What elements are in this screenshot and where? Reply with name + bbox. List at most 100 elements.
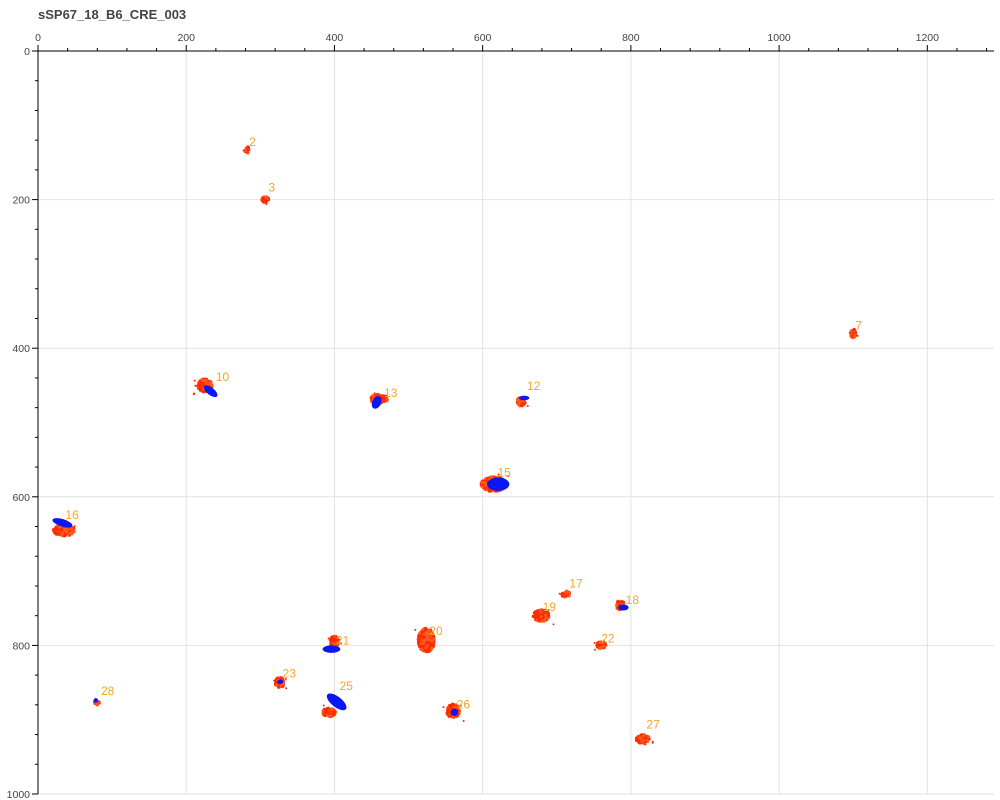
y-tick-label: 1000 bbox=[7, 789, 31, 800]
data-point bbox=[517, 400, 521, 404]
cell-16-ellipse bbox=[52, 518, 73, 528]
data-point bbox=[61, 531, 65, 535]
data-point bbox=[567, 593, 570, 596]
data-point bbox=[429, 641, 433, 646]
data-point bbox=[537, 618, 541, 622]
data-point bbox=[560, 592, 564, 596]
data-point bbox=[417, 644, 422, 648]
data-point bbox=[449, 706, 453, 710]
data-point bbox=[335, 640, 339, 645]
cell-15-ellipse bbox=[487, 477, 510, 491]
data-point bbox=[279, 676, 283, 680]
cell-label-10: 10 bbox=[216, 370, 230, 384]
data-point bbox=[546, 611, 550, 616]
cell-label-16: 16 bbox=[65, 508, 79, 522]
cell-27-points bbox=[634, 733, 654, 746]
data-point bbox=[339, 642, 342, 645]
data-point bbox=[422, 632, 426, 636]
cell-label-18: 18 bbox=[626, 593, 640, 607]
data-point bbox=[198, 387, 202, 391]
data-point bbox=[285, 687, 288, 690]
cell-13-ellipse bbox=[371, 396, 382, 409]
cell-label-13: 13 bbox=[384, 386, 398, 400]
data-point bbox=[605, 644, 608, 647]
x-tick-label: 1000 bbox=[767, 32, 791, 44]
cell-3-points bbox=[260, 195, 271, 206]
cell-23-points bbox=[273, 676, 288, 690]
data-point bbox=[381, 397, 385, 401]
data-point bbox=[431, 635, 434, 638]
data-point bbox=[373, 392, 376, 395]
data-point bbox=[614, 603, 619, 607]
data-point bbox=[422, 635, 426, 639]
data-point bbox=[423, 628, 427, 632]
cell-label-28: 28 bbox=[101, 684, 115, 698]
data-point bbox=[208, 381, 212, 386]
data-point bbox=[275, 683, 279, 687]
y-tick-label: 400 bbox=[12, 343, 30, 355]
data-point bbox=[616, 599, 619, 602]
data-point bbox=[324, 710, 328, 714]
cell-2-points bbox=[242, 145, 251, 155]
data-point bbox=[536, 616, 540, 620]
data-point bbox=[385, 397, 389, 402]
data-point bbox=[442, 706, 445, 709]
data-point bbox=[193, 392, 196, 395]
data-point bbox=[265, 203, 268, 206]
data-point bbox=[459, 704, 462, 707]
data-point bbox=[331, 710, 334, 713]
cell-21-ellipse bbox=[322, 645, 341, 653]
data-point bbox=[603, 640, 606, 643]
data-point bbox=[526, 405, 529, 408]
cell-label-25: 25 bbox=[340, 679, 354, 693]
data-point bbox=[328, 708, 331, 711]
data-point bbox=[95, 702, 100, 706]
x-tick-label: 0 bbox=[35, 32, 41, 44]
data-point bbox=[197, 383, 201, 387]
data-point bbox=[543, 613, 548, 617]
cell-23-ellipse bbox=[277, 679, 284, 685]
data-point bbox=[417, 639, 422, 643]
data-point bbox=[597, 646, 601, 650]
cell-25-ellipse bbox=[326, 693, 347, 711]
data-point bbox=[552, 623, 555, 626]
data-point bbox=[325, 706, 330, 711]
cell-26-ellipse bbox=[450, 708, 459, 716]
data-point bbox=[636, 734, 639, 737]
data-point bbox=[332, 636, 335, 639]
data-point bbox=[327, 711, 331, 715]
data-point bbox=[324, 715, 327, 718]
data-point bbox=[265, 196, 269, 201]
data-point bbox=[417, 641, 421, 646]
data-point bbox=[602, 644, 606, 648]
cell-label-23: 23 bbox=[283, 666, 297, 680]
data-point bbox=[560, 595, 563, 598]
data-point bbox=[194, 384, 197, 387]
data-point bbox=[564, 591, 569, 595]
data-point bbox=[636, 738, 640, 743]
data-point bbox=[564, 594, 567, 597]
y-tick-label: 600 bbox=[12, 492, 30, 504]
data-point bbox=[593, 641, 596, 644]
data-point bbox=[427, 649, 431, 653]
data-point bbox=[331, 712, 335, 716]
cell-25-points bbox=[321, 704, 338, 719]
data-point bbox=[483, 480, 487, 485]
cell-label-27: 27 bbox=[646, 718, 660, 732]
data-point bbox=[547, 609, 550, 612]
data-point bbox=[201, 383, 205, 388]
data-point bbox=[424, 637, 428, 642]
data-point bbox=[453, 706, 457, 710]
data-point bbox=[487, 489, 491, 493]
data-point bbox=[262, 201, 265, 204]
data-point bbox=[98, 701, 101, 704]
data-point bbox=[484, 486, 488, 490]
data-point bbox=[70, 527, 74, 531]
cell-17-points bbox=[558, 589, 572, 599]
data-point bbox=[851, 334, 854, 337]
data-point bbox=[427, 628, 432, 632]
cell-7-points bbox=[848, 327, 859, 339]
chart-title: sSP67_18_B6_CRE_003 bbox=[38, 7, 187, 22]
cell-18-ellipse bbox=[618, 604, 629, 611]
